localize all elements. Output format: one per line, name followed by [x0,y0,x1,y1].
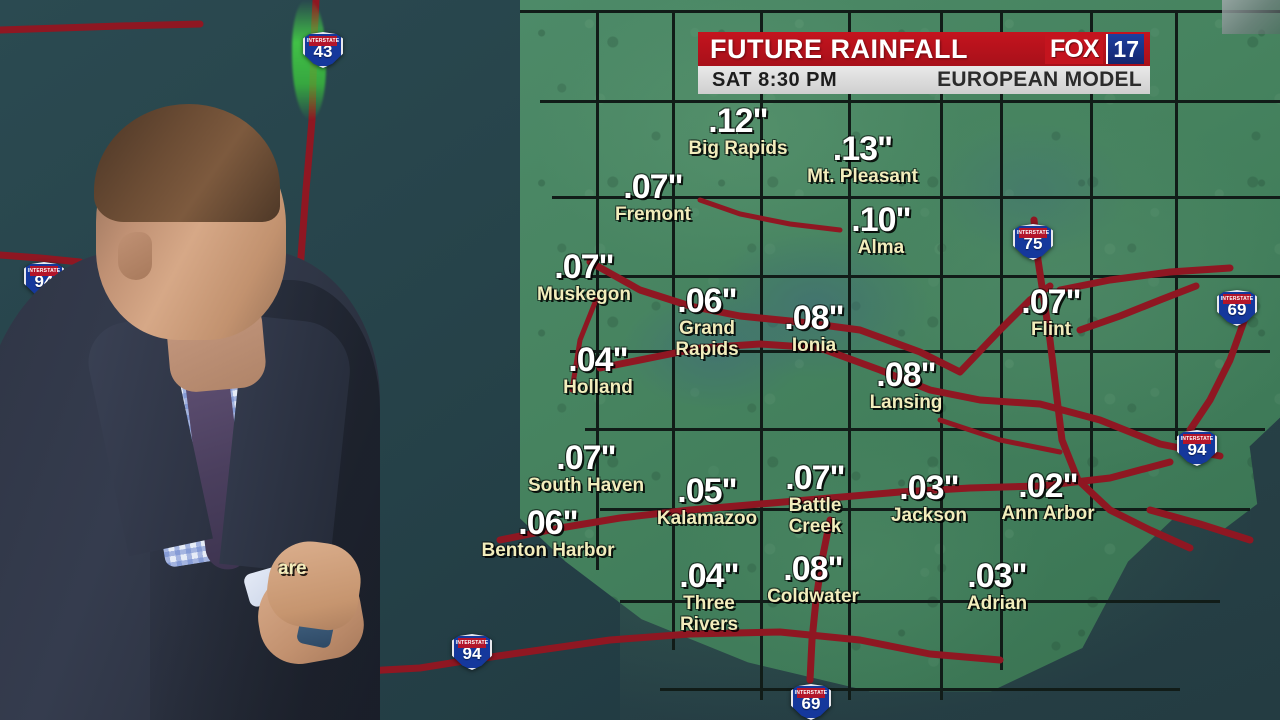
hair [94,104,280,222]
rainfall-label-adrian: .03" Adrian [954,559,1040,614]
rainfall-label-ionia: .08" Ionia [771,301,857,356]
rainfall-value: .03" [967,557,1027,595]
shield-interstate-69-south: INTERSTATE 69 [791,684,831,720]
rainfall-label-flint: .07" Flint [1010,285,1092,340]
rainfall-label-mt-pleasant: .13" Mt. Pleasant [795,132,930,187]
shield-banner-text: INTERSTATE [1220,295,1254,302]
rainfall-value: .07" [1021,283,1081,321]
city-name: South Haven [527,475,645,496]
city-name-line2: Rapids [675,338,739,360]
rainfall-value: .04" [679,557,739,595]
rainfall-label-kalamazoo: .05" Kalamazoo [648,474,766,529]
rainfall-value: .05" [677,472,737,510]
city-name: Holland [563,377,633,398]
city-name: Big Rapids [688,138,788,159]
rainfall-label-jackson: .03" Jackson [884,471,974,526]
rainfall-value: .10" [851,201,911,239]
shield-interstate-94-east: INTERSTATE 94 [1177,430,1217,466]
shield-interstate-94-south: INTERSTATE 94 [452,634,492,670]
shield-banner-text: INTERSTATE [1016,229,1050,236]
forecast-model-name: EUROPEAN MODEL [937,68,1142,91]
rainfall-value: .07" [556,439,616,477]
city-name: Lansing [869,392,943,413]
rainfall-value: .06" [677,282,737,320]
rainfall-label-battle-creek: .07" Battle Creek [775,461,855,537]
city-name: Kalamazoo [656,508,758,529]
shield-number: 69 [801,694,821,713]
city-name: Benton Harbor [481,540,615,561]
city-name-line1: Grand [679,318,735,339]
page-title: FUTURE RAINFALL [710,33,968,64]
meteorologist [0,0,400,720]
rainfall-label-coldwater: .08" Coldwater [755,552,871,607]
rainfall-label-muskegon: .07" Muskegon [527,250,641,305]
fox-17-logo: FOX 17 [1045,32,1150,66]
shield-number: 94 [1187,440,1207,459]
rainfall-value: .07" [554,248,614,286]
city-name-line2: Rivers [679,613,739,635]
shield-banner-text: INTERSTATE [306,37,340,44]
city-name: Alma [857,237,905,258]
rainfall-value: .08" [783,550,843,588]
shield-banner-text: INTERSTATE [794,689,828,696]
rainfall-value: .08" [784,299,844,337]
rainfall-value: .03" [899,469,959,507]
shield-interstate-75: INTERSTATE 75 [1013,224,1053,260]
shield-banner-text: INTERSTATE [27,267,61,274]
rainfall-label-benton-harbor: .06" Benton Harbor [473,506,623,561]
rainfall-value: .13" [832,130,893,168]
city-name-line1: Battle [788,495,842,516]
rainfall-label-lansing: .08" Lansing [861,358,951,413]
rainfall-label-three-rivers: .04" Three Rivers [672,559,746,635]
rainfall-value: .07" [785,459,845,497]
ear [118,232,152,280]
rainfall-label-big-rapids: .12" Big Rapids [682,104,794,159]
rainfall-value: .07" [623,168,683,206]
city-label-obscured: are [278,558,307,579]
shield-number: 43 [313,42,333,61]
banner-title-bar: FUTURE RAINFALL FOX 17 [698,32,1150,66]
shield-number: 94 [462,644,482,663]
shield-number: 75 [1023,234,1043,253]
rainfall-label-fremont: .07" Fremont [600,170,706,225]
shield-interstate-43: INTERSTATE 43 [303,32,343,68]
banner-subtitle-bar: SAT 8:30 PM EUROPEAN MODEL [698,66,1150,94]
fox-wordmark: FOX [1045,34,1104,64]
rainfall-label-alma: .10" Alma [828,203,934,258]
shield-number: 69 [1227,300,1247,319]
rainfall-value: .12" [708,102,768,140]
city-name: Muskegon [537,284,631,305]
city-name: Jackson [890,505,968,526]
graphics-banner: FUTURE RAINFALL FOX 17 SAT 8:30 PM EUROP… [698,32,1150,94]
city-name: Flint [1030,319,1072,340]
shield-banner-text: INTERSTATE [455,639,489,646]
city-name-line2: Creek [788,515,842,537]
rainfall-label-grand-rapids: .06" Grand Rapids [661,284,753,360]
rainfall-label-south-haven: .07" South Haven [521,441,651,496]
shield-banner-text: INTERSTATE [1180,435,1214,442]
city-name-line1: Three [683,593,735,614]
corner-watermark [1222,0,1280,34]
rainfall-value: .06" [518,504,578,542]
city-name: Coldwater [767,586,859,607]
forecast-timestamp: SAT 8:30 PM [712,68,838,91]
rainfall-value: .04" [568,341,628,379]
shield-interstate-69-east: INTERSTATE 69 [1217,290,1257,326]
city-name: Mt. Pleasant [807,166,918,187]
rainfall-value: .08" [876,356,936,394]
rainfall-label-ann-arbor: .02" Ann Arbor [993,469,1103,524]
rainfall-label-holland: .04" Holland [551,343,645,398]
city-name: Ann Arbor [1001,503,1095,524]
rainfall-value: .02" [1018,467,1078,505]
channel-number: 17 [1106,34,1144,64]
city-name: Fremont [615,204,691,225]
city-name: Ionia [791,335,837,356]
city-name: Adrian [966,593,1028,614]
